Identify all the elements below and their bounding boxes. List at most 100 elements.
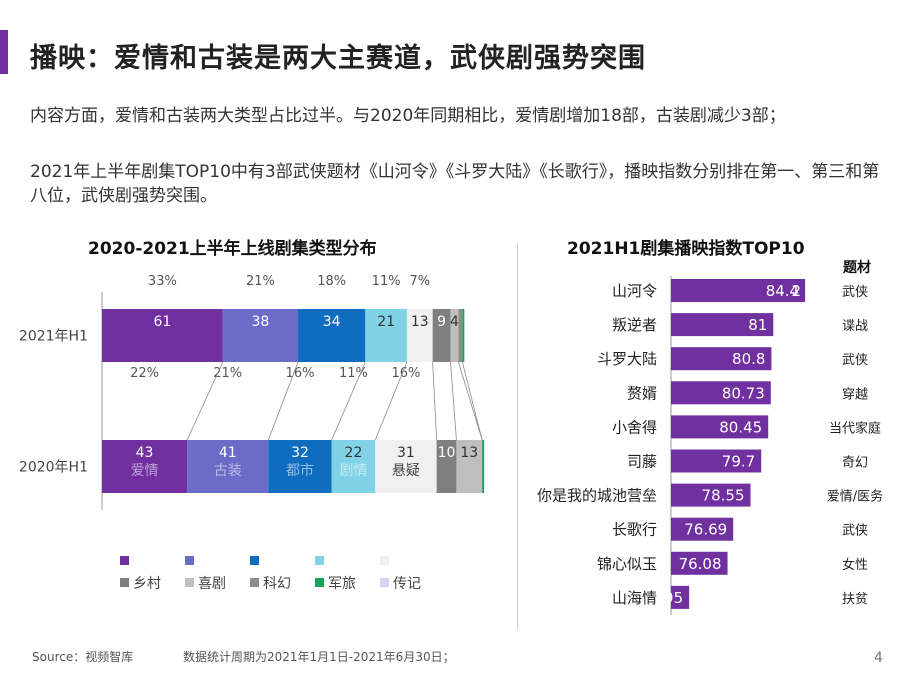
- top10-chart-title: 2021H1剧集播映指数TOP10: [567, 239, 805, 259]
- stack-segment: [102, 440, 188, 493]
- stack-value-label: 21: [377, 314, 395, 330]
- stack-percent-label: 18%: [317, 274, 346, 289]
- top10-genre-label: 武侠: [842, 524, 868, 539]
- stack-category-label: 2020年H1: [19, 460, 88, 476]
- stack-segment: [406, 309, 433, 362]
- top10-value-label: 76.08: [679, 555, 722, 573]
- top10-category-label: 山河令: [612, 282, 657, 300]
- top10-bar: [671, 381, 771, 405]
- top10-bar: [671, 449, 762, 473]
- genre-column-header: 题材: [843, 259, 871, 276]
- legend-swatch: [380, 578, 389, 587]
- top10-bar: [671, 347, 772, 371]
- legend-swatch: [380, 556, 389, 565]
- stack-percent-label: 16%: [286, 366, 315, 381]
- stack-genre-inbar-label: 古装: [214, 463, 242, 479]
- stack-percent-label: 22%: [130, 366, 159, 381]
- stack-segment: [456, 440, 483, 493]
- top10-genre-label: 女性: [842, 557, 868, 573]
- stack-percent-label: 11%: [372, 274, 401, 289]
- legend-swatch: [250, 556, 259, 565]
- stacked-chart-title: 2020-2021上半年上线剧集类型分布: [88, 239, 377, 259]
- stack-value-label: 13: [411, 314, 429, 330]
- legend-label: 军旅: [328, 576, 356, 592]
- stack-value-label: 43: [136, 445, 154, 461]
- top10-value-label: 80.45: [719, 418, 762, 436]
- stack-value-label: 38: [251, 314, 269, 330]
- legend-swatch: [250, 578, 259, 587]
- stack-segment: [331, 440, 376, 493]
- legend-swatch: [120, 578, 129, 587]
- stack-percent-label: 21%: [213, 366, 242, 381]
- stack-value-label: 32: [291, 445, 309, 461]
- legend-swatch: [315, 578, 324, 587]
- period-note: 数据统计周期为2021年1月1日-2021年6月30日；: [183, 650, 455, 664]
- stack-value-label: 10: [438, 445, 456, 461]
- top10-value-label: 79.7: [722, 453, 755, 471]
- stack-connector-line: [186, 361, 224, 441]
- top10-bar: [671, 517, 734, 541]
- stack-value-label: 9: [437, 314, 446, 330]
- stack-value-label: 61: [153, 314, 171, 330]
- stack-value-label: 41: [219, 445, 237, 461]
- top10-bar: [671, 483, 751, 507]
- top10-genre-label: 爱情/医务: [827, 489, 883, 505]
- paragraph-genre-share: 内容方面，爱情和古装两大类型占比过半。与2020年同期相比，爱情剧增加18部，古…: [30, 106, 786, 126]
- top10-bar: [671, 551, 728, 575]
- legend-swatch: [185, 556, 194, 565]
- stack-category-label: 2021年H1: [19, 329, 88, 345]
- top10-category-label: 斗罗大陆: [597, 350, 657, 368]
- stack-segment: [482, 440, 485, 493]
- stack-value-label: 13: [460, 445, 478, 461]
- stack-segment: [432, 309, 451, 362]
- legend-label: 传记: [393, 576, 421, 592]
- top10-value-label: 80.8: [732, 350, 765, 368]
- top10-category-label: 叛逆者: [612, 316, 657, 334]
- top10-category-label: 小舍得: [612, 418, 657, 436]
- stack-segment: [436, 440, 457, 493]
- top10-value-label: 76.69: [684, 521, 727, 539]
- top10-genre-label: 当代家庭: [829, 420, 881, 436]
- top10-category-label: 赘婿: [627, 384, 657, 402]
- page-title: 播映：爱情和古装是两大主赛道，武侠剧强势突围: [30, 43, 646, 74]
- chart-divider: [517, 244, 518, 630]
- page-number: 4: [874, 650, 883, 666]
- top10-bar: [671, 279, 806, 302]
- stack-percent-label: 21%: [246, 274, 275, 289]
- top10-genre-label: 谍战: [842, 319, 868, 334]
- stack-value-label: 31: [397, 445, 415, 461]
- stack-percent-label: 11%: [339, 366, 368, 381]
- top10-genre-label: 扶贫: [842, 591, 868, 607]
- legend-label: 科幻: [263, 576, 291, 592]
- stack-segment: [222, 309, 299, 362]
- top10-value-label: 80.73: [722, 384, 765, 402]
- top10-genre-label: 武侠: [842, 285, 868, 300]
- stack-segment: [298, 309, 366, 362]
- stack-connector-line: [374, 361, 408, 441]
- stack-value-label: 22: [345, 445, 363, 461]
- top10-value-label: 78.55: [702, 487, 745, 505]
- stack-genre-inbar-label: 悬疑: [392, 463, 420, 479]
- top10-category-label: 司藤: [627, 453, 657, 471]
- legend-label: 喜剧: [198, 576, 226, 592]
- stack-value-label: 4: [450, 314, 459, 330]
- stack-connector-line: [461, 361, 483, 441]
- top10-category-label: 长歌行: [612, 521, 657, 539]
- stack-segment: [450, 309, 459, 362]
- stack-percent-label: 33%: [148, 274, 177, 289]
- stack-genre-inbar-label: 都市: [286, 462, 314, 479]
- stack-genre-inbar-label: 剧情: [339, 463, 367, 479]
- stack-connector-line: [267, 361, 299, 441]
- top10-bar: [671, 313, 774, 337]
- source-note: Source：视频智库: [32, 650, 134, 664]
- stack-genre-inbar-label: 爱情: [131, 463, 159, 479]
- top10-value-label: 84.4: [766, 282, 799, 300]
- top10-genre-label: 穿越: [842, 386, 868, 402]
- top10-bar: [671, 415, 769, 439]
- stack-segment: [187, 440, 269, 493]
- stack-segment: [268, 440, 332, 493]
- stack-connector-line: [432, 361, 438, 441]
